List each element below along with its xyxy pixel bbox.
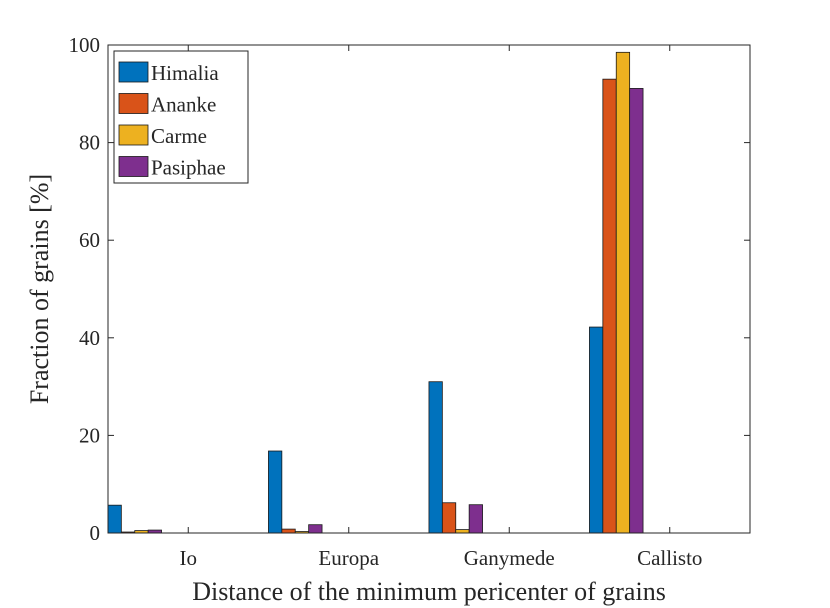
bar-carme-ganymede [455, 529, 470, 534]
bar-pasiphae-europa [308, 524, 323, 534]
x-tick-label-io: Io [180, 546, 198, 570]
y-axis-ticks: 0 20 40 60 80 100 [69, 33, 750, 545]
bar-pasiphae-callisto [629, 88, 644, 534]
y-tick-label: 60 [79, 228, 100, 252]
legend-swatch-himalia [118, 61, 149, 83]
y-tick-label: 40 [79, 326, 100, 350]
legend-label-himalia: Himalia [151, 61, 219, 85]
legend-swatch-ananke [118, 93, 149, 114]
y-tick-label: 80 [79, 131, 100, 155]
y-tick-label: 100 [69, 33, 101, 57]
legend-label-carme: Carme [151, 124, 207, 148]
bars-group [107, 51, 644, 534]
y-tick-label: 20 [79, 423, 100, 447]
plot-frame [107, 44, 751, 534]
x-axis-ticks: Io Europa Ganymede Callisto [180, 45, 702, 570]
x-tick-label-callisto: Callisto [637, 546, 702, 570]
x-axis-label: Distance of the minimum pericenter of gr… [192, 577, 666, 606]
bar-himalia-ganymede [428, 381, 443, 534]
bar-ananke-europa [281, 528, 296, 534]
legend-swatch-carme [118, 124, 149, 146]
y-axis-label: Fraction of grains [%] [25, 174, 54, 404]
legend-swatch-pasiphae [118, 156, 149, 177]
bar-carme-callisto [615, 51, 631, 534]
bar-himalia-io [107, 504, 122, 534]
y-tick-label: 0 [90, 521, 101, 545]
x-tick-label-ganymede: Ganymede [464, 546, 555, 570]
bar-ananke-ganymede [441, 502, 457, 534]
bar-pasiphae-ganymede [468, 504, 483, 534]
legend: Himalia Ananke Carme Pasiphae [113, 50, 249, 184]
bar-himalia-callisto [589, 326, 604, 534]
bar-ananke-callisto [602, 78, 617, 534]
legend-label-pasiphae: Pasiphae [151, 156, 226, 180]
x-tick-label-europa: Europa [318, 546, 379, 570]
legend-label-ananke: Ananke [151, 93, 216, 117]
bar-himalia-europa [268, 450, 283, 534]
